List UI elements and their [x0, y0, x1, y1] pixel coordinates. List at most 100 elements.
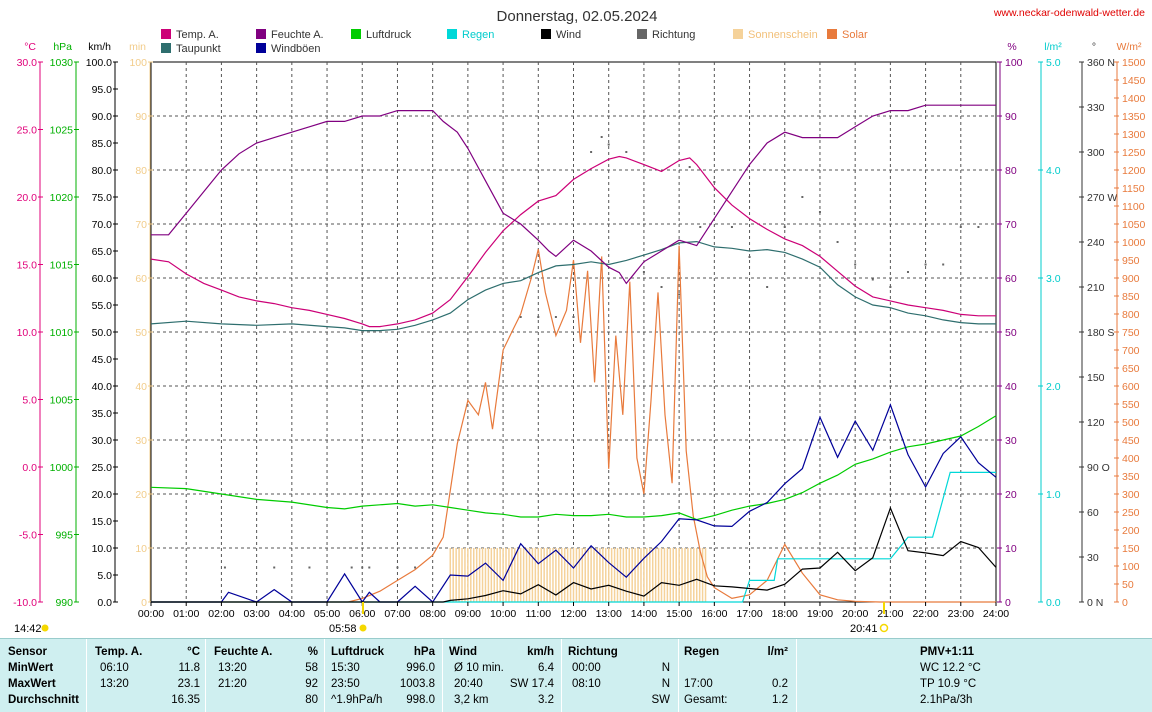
richtung-point	[713, 181, 716, 183]
richtung-point	[223, 566, 226, 569]
stats-table: Sensor Temp. A. °C Feuchte A.% Luftdruck hPa W…	[0, 638, 1152, 712]
tick-label-temp: 25.0	[17, 125, 38, 137]
tick-label-solar: 800	[1122, 309, 1140, 321]
row-luftdruck-time: 15:30	[331, 662, 360, 674]
richtung-point	[801, 196, 804, 198]
row-label: Durchschnitt	[8, 694, 79, 706]
tick-label-dir: 180 S	[1087, 327, 1114, 339]
tick-label-solar: 900	[1122, 273, 1140, 285]
tick-label-wind: 25.0	[92, 462, 113, 474]
website-link[interactable]: www.neckar-odenwald-wetter.de	[993, 7, 1145, 19]
tick-label-dir: 30	[1087, 552, 1099, 564]
x-tick-label: 07:00	[384, 608, 410, 620]
row-luftdruck-value: 1003.8	[399, 678, 435, 690]
tick-label-solar: 100	[1122, 561, 1140, 573]
x-tick-label: 12:00	[560, 608, 586, 620]
x-tick-label: 01:00	[173, 608, 199, 620]
legend-label-taupunkt: Taupunkt	[176, 43, 221, 55]
tick-label-wind: 30.0	[92, 435, 113, 447]
legend-label-richtung: Richtung	[652, 29, 695, 41]
tick-label-sun: 80	[135, 165, 147, 177]
start-time: 14:42	[14, 623, 42, 635]
tick-label-wind: 0.0	[97, 597, 112, 609]
tick-label-solar: 850	[1122, 291, 1140, 303]
tick-label-wind: 70.0	[92, 219, 113, 231]
tick-label-pressure: 1030	[50, 57, 74, 69]
legend-swatch-solar	[827, 29, 837, 39]
tick-label-dir: 300	[1087, 147, 1105, 159]
series-line-feuchte	[151, 104, 996, 285]
legend-label-temp: Temp. A.	[176, 29, 219, 41]
row-wind-time: Ø 10 min.	[454, 662, 504, 674]
row-temp-time: 06:10	[100, 662, 129, 674]
row-regen-value: 1.2	[772, 694, 788, 706]
series-line-windboeen	[151, 403, 997, 604]
legend-swatch-richtung	[637, 29, 647, 39]
table-separator	[561, 639, 562, 712]
chart-title: Donnerstag, 02.05.2024	[497, 8, 658, 25]
tick-label-pressure: 1005	[50, 395, 74, 407]
sunset-time: 20:41	[850, 623, 878, 635]
tick-label-wind: 100.0	[86, 57, 112, 69]
richtung-point	[308, 566, 311, 569]
tick-label-temp: 5.0	[22, 395, 37, 407]
tick-label-wind: 50.0	[92, 327, 113, 339]
tick-label-humidity: 80	[1005, 165, 1017, 177]
row-wind-time: 20:40	[454, 678, 483, 690]
x-tick-label: 13:00	[596, 608, 622, 620]
richtung-point	[959, 226, 962, 228]
header-wind-unit: km/h	[527, 646, 554, 658]
x-tick-label: 10:00	[490, 608, 516, 620]
tick-label-humidity: 20	[1005, 489, 1017, 501]
axis-unit-temp: °C	[24, 41, 36, 53]
axis-unit-sun: min	[129, 41, 146, 53]
row-wind-value: 3.2	[538, 694, 554, 706]
x-tick-label: 04:00	[279, 608, 305, 620]
tick-label-sun: 20	[135, 489, 147, 501]
row-regen-time: 17:00	[684, 678, 713, 690]
tick-label-solar: 150	[1122, 543, 1140, 555]
x-tick-label: 22:00	[912, 608, 938, 620]
row-richtung-value: SW	[651, 694, 670, 706]
tick-label-solar: 550	[1122, 399, 1140, 411]
richtung-point	[273, 566, 276, 569]
table-separator	[324, 639, 325, 712]
row-feuchte-time: 13:20	[218, 662, 247, 674]
tick-label-solar: 950	[1122, 255, 1140, 267]
header-feuchte-unit: %	[307, 646, 318, 658]
richtung-point	[572, 316, 575, 318]
richtung-point	[607, 143, 610, 146]
tick-label-pressure: 1025	[50, 125, 74, 137]
x-tick-label: 21:00	[877, 608, 903, 620]
tick-label-dir: 60	[1087, 507, 1099, 519]
tick-label-humidity: 60	[1005, 273, 1017, 285]
tick-label-wind: 35.0	[92, 408, 113, 420]
richtung-point	[678, 293, 681, 296]
tick-label-wind: 20.0	[92, 489, 113, 501]
row-feuchte-value: 92	[305, 678, 318, 690]
row-luftdruck-value: 996.0	[406, 662, 435, 674]
series-line-temp	[150, 155, 996, 328]
richtung-point	[660, 286, 663, 288]
tick-label-sun: 30	[135, 435, 147, 447]
tick-label-humidity: 70	[1005, 219, 1017, 231]
legend-swatch-taupunkt	[161, 43, 171, 53]
tick-label-wind: 10.0	[92, 543, 113, 555]
sunset-icon	[879, 623, 889, 633]
legend: Temp. A. Taupunkt Feuchte A. Windböen Luftdr…	[161, 29, 868, 55]
richtung-point	[554, 316, 557, 318]
tick-label-wind: 80.0	[92, 165, 113, 177]
tick-label-temp: 10.0	[17, 327, 38, 339]
row-label: MinWert	[8, 662, 54, 674]
richtung-point	[889, 286, 892, 288]
row-temp-value: 11.8	[178, 662, 200, 674]
row-regen-time: Gesamt:	[684, 694, 728, 706]
tick-label-sun: 50	[135, 327, 147, 339]
tick-label-sun: 40	[135, 381, 147, 393]
legend-label-wind: Wind	[556, 29, 581, 41]
richtung-point	[942, 263, 945, 266]
tick-label-solar: 1150	[1122, 183, 1145, 195]
richtung-point	[590, 151, 593, 153]
table-separator	[442, 639, 443, 712]
tick-label-solar: 50	[1122, 579, 1134, 591]
